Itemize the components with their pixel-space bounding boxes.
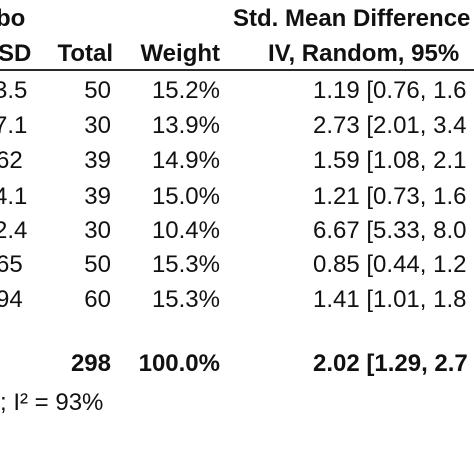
smd-cell: 1.19 [0.76, 1.6 — [313, 77, 467, 104]
total-cell: 39 — [84, 147, 111, 174]
heterogeneity-text: ); I² = 93% — [0, 389, 104, 416]
summary-smd: 2.02 [1.29, 2.7 — [313, 350, 468, 377]
method-column-header: IV, Random, 95% — [268, 40, 460, 67]
weight-cell: 15.3% — [151, 286, 220, 313]
total-cell: 50 — [84, 251, 111, 278]
total-column-header: Total — [57, 40, 113, 67]
summary-total: 298 — [70, 350, 111, 377]
weight-cell: 15.2% — [151, 77, 220, 104]
sd-column-header: SD — [0, 40, 32, 67]
total-cell: 30 — [84, 217, 111, 244]
sd-cell: 94 — [0, 286, 23, 313]
sd-cell: 62 — [0, 147, 23, 174]
sd-cell: 2.4 — [0, 217, 28, 244]
summary-weight: 100.0% — [138, 350, 220, 377]
weight-cell: 10.4% — [151, 217, 220, 244]
total-cell: 30 — [84, 112, 111, 139]
sd-cell: 65 — [0, 251, 23, 278]
smd-cell: 1.41 [1.01, 1.8 — [313, 286, 467, 313]
weight-cell: 15.0% — [151, 183, 220, 210]
sd-cell: 3.5 — [0, 77, 28, 104]
smd-cell: 1.59 [1.08, 2.1 — [313, 147, 467, 174]
weight-column-header: Weight — [140, 40, 220, 67]
smd-cell: 6.67 [5.33, 8.0 — [313, 217, 467, 244]
header-divider — [0, 69, 474, 71]
std-mean-difference-title: Std. Mean Difference — [233, 5, 471, 32]
weight-cell: 14.9% — [151, 147, 220, 174]
smd-cell: 2.73 [2.01, 3.4 — [313, 112, 467, 139]
total-cell: 60 — [84, 286, 111, 313]
group-label-fragment: bo — [0, 5, 26, 32]
total-cell: 50 — [84, 77, 111, 104]
smd-cell: 0.85 [0.44, 1.2 — [313, 251, 467, 278]
sd-cell: 7.1 — [0, 112, 28, 139]
total-cell: 39 — [84, 183, 111, 210]
weight-cell: 13.9% — [151, 112, 220, 139]
weight-cell: 15.3% — [151, 251, 220, 278]
smd-cell: 1.21 [0.73, 1.6 — [313, 183, 467, 210]
sd-cell: 4.1 — [0, 183, 28, 210]
